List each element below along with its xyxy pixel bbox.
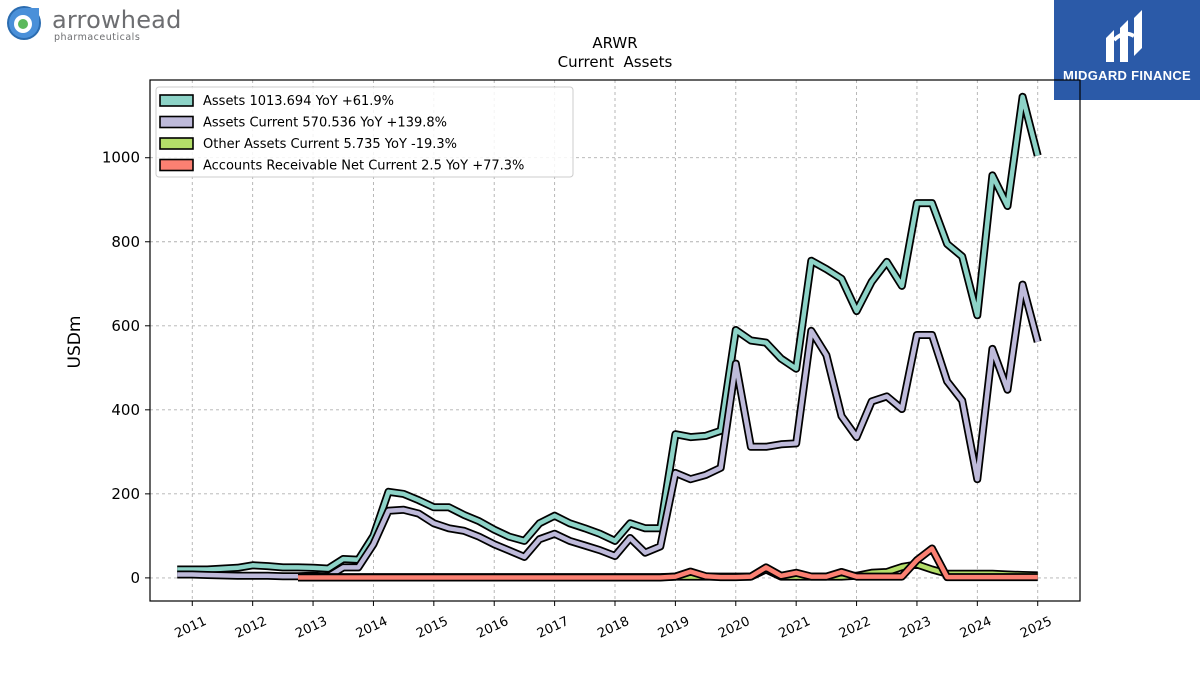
y-tick-label: 400	[111, 401, 140, 419]
x-tick-label: 2017	[535, 614, 571, 642]
midgard-finance-logo: MIDGARD FINANCE	[1054, 0, 1200, 100]
x-tick-label: 2020	[716, 614, 752, 642]
midgard-finance-name: MIDGARD FINANCE	[1063, 68, 1191, 83]
legend-swatch	[159, 158, 194, 172]
x-tick-label: 2022	[837, 614, 873, 642]
x-tick-label: 2011	[173, 614, 209, 642]
x-tick-label: 2021	[777, 614, 813, 642]
y-axis-label: USDm	[65, 316, 85, 369]
series-line-outline	[177, 280, 1042, 581]
x-tick-label: 2018	[595, 614, 631, 642]
arrowhead-logo: arrowhead pharmaceuticals	[4, 4, 194, 44]
legend-swatch	[159, 115, 194, 129]
legend-label: Assets 1013.694 YoY +61.9%	[203, 94, 394, 109]
x-tick-label: 2024	[958, 614, 994, 642]
y-tick-label: 200	[111, 485, 140, 503]
legend-swatch	[159, 137, 194, 150]
chart-subtitle: Current Assets	[558, 53, 673, 71]
y-tick-label: 1000	[102, 149, 140, 167]
legend-label: Assets Current 570.536 YoY +139.8%	[203, 116, 447, 131]
legend-label: Other Assets Current 5.735 YoY -19.3%	[203, 137, 457, 152]
x-tick-label: 2025	[1018, 614, 1054, 642]
y-axis: 0 200 400 600 800 1000	[102, 149, 150, 587]
x-axis: 2011 2012 2013 2014 2015 2016 2017 2018 2019 2020…	[173, 601, 1054, 642]
x-tick-label: 2013	[293, 614, 329, 642]
x-tick-label: 2012	[233, 614, 269, 642]
chart-title: ARWR	[592, 34, 637, 52]
series-line	[177, 282, 1040, 579]
arrowhead-logo-sub: pharmaceuticals	[54, 32, 141, 43]
legend-swatch	[159, 94, 194, 107]
series-1	[177, 92, 1042, 574]
arrowhead-logo-name: arrowhead	[52, 6, 182, 34]
x-tick-label: 2016	[475, 614, 511, 642]
series-line	[177, 94, 1040, 572]
midgard-finance-mark-icon	[1106, 10, 1142, 62]
series-2	[177, 280, 1042, 581]
legend-box	[155, 86, 574, 178]
x-tick-label: 2023	[897, 614, 933, 642]
x-tick-label: 2019	[656, 614, 692, 642]
y-tick-label: 600	[111, 317, 140, 335]
legend-label: Accounts Receivable Net Current 2.5 YoY …	[203, 159, 524, 174]
x-tick-label: 2015	[414, 614, 450, 642]
y-tick-label: 800	[111, 233, 140, 251]
series-4	[298, 544, 1038, 582]
series-layer	[177, 92, 1042, 582]
arrowhead-logo-mark-icon	[7, 6, 41, 40]
series-line	[298, 546, 1038, 580]
x-tick-label: 2014	[354, 614, 390, 642]
legend: Assets 1013.694 YoY +61.9% Assets Current…	[155, 86, 574, 178]
y-tick-label: 0	[130, 569, 140, 587]
